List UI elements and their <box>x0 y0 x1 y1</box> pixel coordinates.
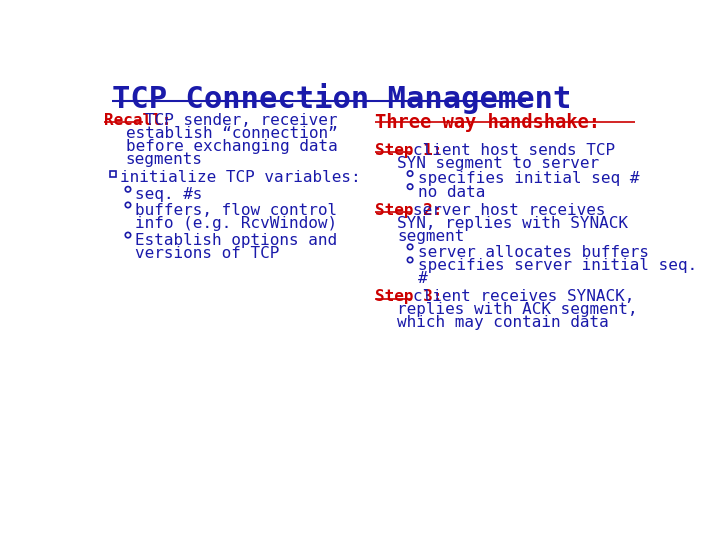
Text: versions of TCP: versions of TCP <box>135 246 279 261</box>
Text: buffers, flow control: buffers, flow control <box>135 203 337 218</box>
Text: which may contain data: which may contain data <box>397 315 608 330</box>
Text: client receives SYNACK,: client receives SYNACK, <box>413 289 634 304</box>
Text: segments: segments <box>126 152 202 167</box>
Text: Step 2:: Step 2: <box>375 203 443 218</box>
Text: client host sends TCP: client host sends TCP <box>413 143 616 158</box>
Text: Establish options and: Establish options and <box>135 233 337 248</box>
Bar <box>110 171 117 178</box>
Text: SYN segment to server: SYN segment to server <box>397 156 599 171</box>
Text: segment: segment <box>397 229 464 244</box>
Text: replies with ACK segment,: replies with ACK segment, <box>397 302 637 318</box>
Text: establish “connection”: establish “connection” <box>126 126 338 140</box>
Text: server allocates buffers: server allocates buffers <box>418 245 649 260</box>
Text: Recall:: Recall: <box>104 112 171 127</box>
Text: before exchanging data: before exchanging data <box>126 139 338 154</box>
Text: #: # <box>418 271 428 286</box>
Text: server host receives: server host receives <box>413 203 606 218</box>
Text: SYN, replies with SYNACK: SYN, replies with SYNACK <box>397 216 628 231</box>
Text: no data: no data <box>418 185 485 200</box>
Text: Three way handshake:: Three way handshake: <box>375 112 600 132</box>
Text: Step 1:: Step 1: <box>375 143 443 158</box>
Text: initialize TCP variables:: initialize TCP variables: <box>120 170 361 185</box>
Text: specifies initial seq #: specifies initial seq # <box>418 171 639 186</box>
Text: TCP Connection Management: TCP Connection Management <box>112 83 571 113</box>
Text: specifies server initial seq.: specifies server initial seq. <box>418 258 697 273</box>
Text: TCP sender, receiver: TCP sender, receiver <box>145 112 338 127</box>
Text: Step 3:: Step 3: <box>375 289 443 304</box>
Text: seq. #s: seq. #s <box>135 187 202 202</box>
Text: info (e.g. RcvWindow): info (e.g. RcvWindow) <box>135 216 337 231</box>
